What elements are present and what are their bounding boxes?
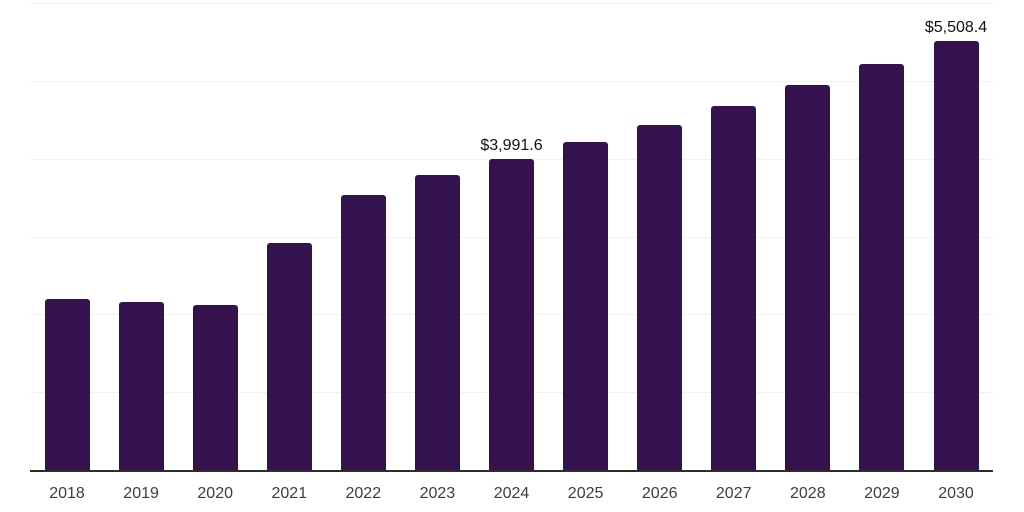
- x-tick-label-2024: 2024: [493, 485, 530, 502]
- x-tick-label-2030: 2030: [938, 485, 974, 502]
- x-axis-line: [30, 470, 993, 472]
- x-tick-label-2027: 2027: [715, 485, 752, 502]
- bar-2020: [192, 304, 238, 470]
- gridline: [30, 3, 993, 4]
- x-tick-label-2021: 2021: [271, 485, 308, 502]
- gridline: [30, 80, 993, 82]
- x-tick-label-2023: 2023: [419, 485, 456, 502]
- bar-2018: [44, 299, 90, 470]
- bar-2030: [933, 41, 979, 470]
- x-tick-label-2028: 2028: [790, 485, 826, 502]
- bar-2029: [859, 64, 905, 470]
- data-label-2024: $3,991.6: [480, 137, 543, 155]
- x-tick-label-2029: 2029: [864, 485, 900, 502]
- bar-2022: [340, 195, 386, 470]
- x-tick-label-2022: 2022: [345, 485, 382, 502]
- gridline: [30, 158, 993, 160]
- x-tick-label-2018: 2018: [49, 485, 85, 502]
- bar-2026: [637, 124, 683, 470]
- bar-2019: [118, 302, 164, 470]
- data-label-2030: $5,508.4: [924, 19, 988, 37]
- bar-2023: [414, 174, 460, 470]
- x-tick-label-2020: 2020: [197, 485, 233, 502]
- bar-2028: [785, 85, 831, 470]
- bar-2021: [266, 242, 312, 470]
- bar-2024: [489, 159, 534, 470]
- x-tick-label-2026: 2026: [641, 485, 678, 502]
- x-tick-label-2019: 2019: [123, 485, 159, 502]
- x-tick-label-2025: 2025: [567, 485, 604, 502]
- bar-2027: [711, 105, 757, 470]
- bar-2025: [563, 141, 609, 470]
